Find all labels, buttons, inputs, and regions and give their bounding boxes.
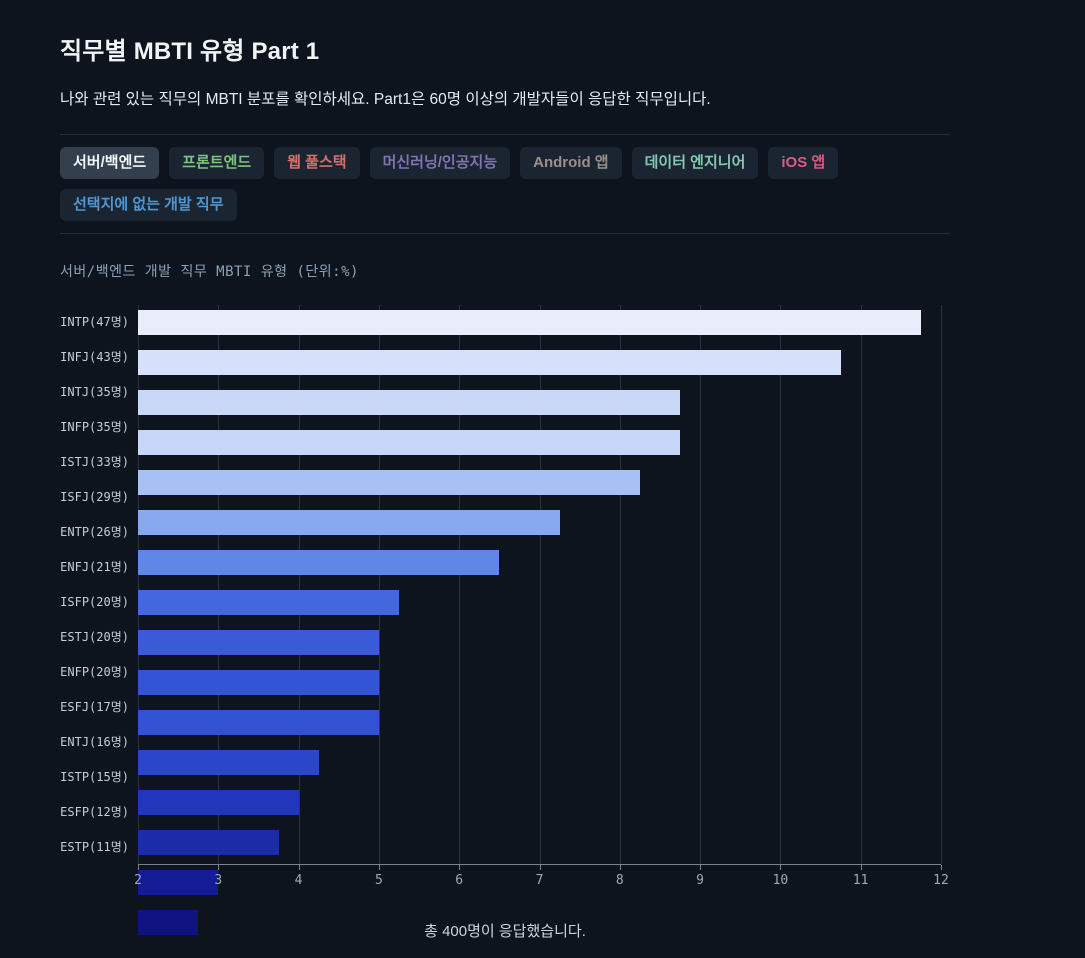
y-axis-label: INFJ(43명) bbox=[60, 349, 129, 364]
x-tick-mark bbox=[459, 864, 461, 870]
y-axis-label: ISTP(15명) bbox=[60, 769, 129, 784]
x-tick-mark bbox=[780, 864, 782, 870]
x-tick-label: 12 bbox=[933, 872, 949, 888]
x-tick-mark bbox=[619, 864, 621, 870]
x-tick-label: 11 bbox=[852, 872, 869, 888]
bar-isfp bbox=[138, 629, 379, 655]
x-tick-mark bbox=[298, 864, 300, 870]
job-tab-4[interactable]: Android 앱 bbox=[520, 146, 622, 179]
job-tab-1[interactable]: 프론트엔드 bbox=[169, 146, 265, 179]
y-axis-label: ISFP(20명) bbox=[60, 594, 129, 609]
y-axis-label: ESTP(11명) bbox=[60, 839, 129, 854]
bar-enfj bbox=[138, 589, 399, 615]
bar-estp bbox=[138, 909, 199, 935]
x-tick-label: 6 bbox=[455, 872, 464, 888]
x-tick-label: 5 bbox=[374, 872, 383, 888]
y-axis-label: ENTJ(16명) bbox=[60, 734, 129, 749]
bar-istj bbox=[138, 469, 640, 495]
job-tab-6[interactable]: iOS 앱 bbox=[768, 146, 839, 179]
bar-intj bbox=[138, 389, 681, 415]
x-tick-mark bbox=[700, 864, 702, 870]
bar-row bbox=[138, 869, 941, 905]
job-tabs: 서버/백엔드 프론트엔드 웹 풀스택 머신러닝/인공지능 Android 앱 데이터 엔지… bbox=[60, 146, 950, 221]
x-tick-label: 9 bbox=[696, 872, 705, 888]
bar-esfj bbox=[138, 749, 319, 775]
x-tick-mark bbox=[539, 864, 541, 870]
job-tab-2[interactable]: 웹 풀스택 bbox=[274, 146, 360, 179]
bar-row bbox=[138, 509, 941, 545]
plot-area bbox=[138, 304, 942, 935]
bar-row bbox=[138, 309, 941, 345]
y-axis-label: ENFP(20명) bbox=[60, 664, 129, 679]
gridline bbox=[298, 304, 300, 864]
bar-row bbox=[138, 389, 941, 425]
gridline bbox=[941, 304, 942, 864]
x-axis: 2 3 4 5 6 7 8 9 10 11 12 bbox=[134, 864, 949, 895]
x-tick-label: 7 bbox=[535, 872, 544, 888]
x-tick-label: 2 bbox=[134, 872, 142, 888]
bar-infj bbox=[138, 349, 841, 375]
bar-estj bbox=[138, 669, 379, 695]
y-axis-label: ENTP(26명) bbox=[60, 524, 129, 539]
bar-row bbox=[138, 349, 941, 385]
bar-row bbox=[138, 589, 941, 625]
x-tick-label: 4 bbox=[294, 872, 303, 888]
gridline bbox=[619, 304, 621, 864]
x-tick-label: 8 bbox=[615, 872, 624, 888]
bar-istp bbox=[138, 829, 279, 855]
y-axis-label: ISTJ(33명) bbox=[60, 454, 129, 469]
y-axis-label: ESFJ(17명) bbox=[60, 699, 129, 714]
gridline bbox=[860, 304, 862, 864]
y-axis-label: INTP(47명) bbox=[60, 314, 129, 329]
gridline bbox=[780, 304, 782, 864]
job-tab-3[interactable]: 머신러닝/인공지능 bbox=[369, 146, 511, 179]
bar-entp bbox=[138, 549, 500, 575]
y-axis-label: INTJ(35명) bbox=[60, 384, 129, 399]
bar-row bbox=[138, 429, 941, 465]
bar-esfp bbox=[138, 869, 219, 895]
x-tick-mark bbox=[941, 864, 942, 870]
bar-row bbox=[138, 629, 941, 665]
page-title: 직무별 MBTI 유형 Part 1 bbox=[60, 38, 320, 65]
x-tick-mark bbox=[138, 864, 139, 870]
bar-row bbox=[138, 549, 941, 585]
bar-enfp bbox=[138, 709, 379, 735]
chart-title: 서버/백엔드 개발 직무 MBTI 유형 (단위:%) bbox=[60, 263, 359, 280]
bar-row bbox=[138, 829, 941, 865]
bar-row bbox=[138, 789, 941, 825]
y-axis-labels: INTP(47명) INFJ(43명) INTJ(35명) INFP(35명) ISTJ… bbox=[60, 305, 138, 865]
gridline bbox=[700, 304, 702, 864]
gridline bbox=[378, 304, 380, 864]
job-tab-bar: 서버/백엔드 프론트엔드 웹 풀스택 머신러닝/인공지능 Android 앱 데이터 엔지… bbox=[60, 133, 950, 234]
x-tick-mark bbox=[218, 864, 220, 870]
bar-row bbox=[138, 909, 941, 945]
x-tick-mark bbox=[378, 864, 380, 870]
bar-isfj bbox=[138, 509, 560, 535]
y-axis-label: ISFJ(29명) bbox=[60, 489, 129, 504]
y-axis-label: ESFP(12명) bbox=[60, 804, 129, 819]
job-tab-0[interactable]: 서버/백엔드 bbox=[60, 146, 160, 179]
job-tab-7[interactable]: 선택지에 없는 개발 직무 bbox=[60, 188, 237, 221]
bar-row bbox=[138, 469, 941, 505]
bar-intp bbox=[138, 309, 921, 335]
gridline bbox=[459, 304, 461, 864]
y-axis-label: INFP(35명) bbox=[60, 419, 129, 434]
y-axis-label: ENFJ(21명) bbox=[60, 559, 129, 574]
bar-row bbox=[138, 669, 941, 705]
job-tab-5[interactable]: 데이터 엔지니어 bbox=[631, 146, 759, 179]
gridline bbox=[218, 304, 220, 864]
bar-infp bbox=[138, 429, 681, 455]
gridline bbox=[539, 304, 541, 864]
gridline bbox=[138, 304, 139, 864]
x-tick-label: 10 bbox=[772, 872, 789, 888]
page-content: 직무별 MBTI 유형 Part 1 나와 관련 있는 직무의 MBTI 분포를… bbox=[0, 38, 950, 941]
bar-row bbox=[138, 749, 941, 785]
x-tick-mark bbox=[860, 864, 862, 870]
bar-row bbox=[138, 709, 941, 745]
bar-entj bbox=[138, 789, 299, 815]
page-subtitle: 나와 관련 있는 직무의 MBTI 분포를 확인하세요. Part1은 60명 … bbox=[60, 90, 711, 108]
mbti-bar-chart: INTP(47명) INFJ(43명) INTJ(35명) INFP(35명) ISTJ… bbox=[60, 304, 950, 935]
y-axis-label: ESTJ(20명) bbox=[60, 629, 129, 644]
x-tick-label: 3 bbox=[214, 872, 223, 888]
